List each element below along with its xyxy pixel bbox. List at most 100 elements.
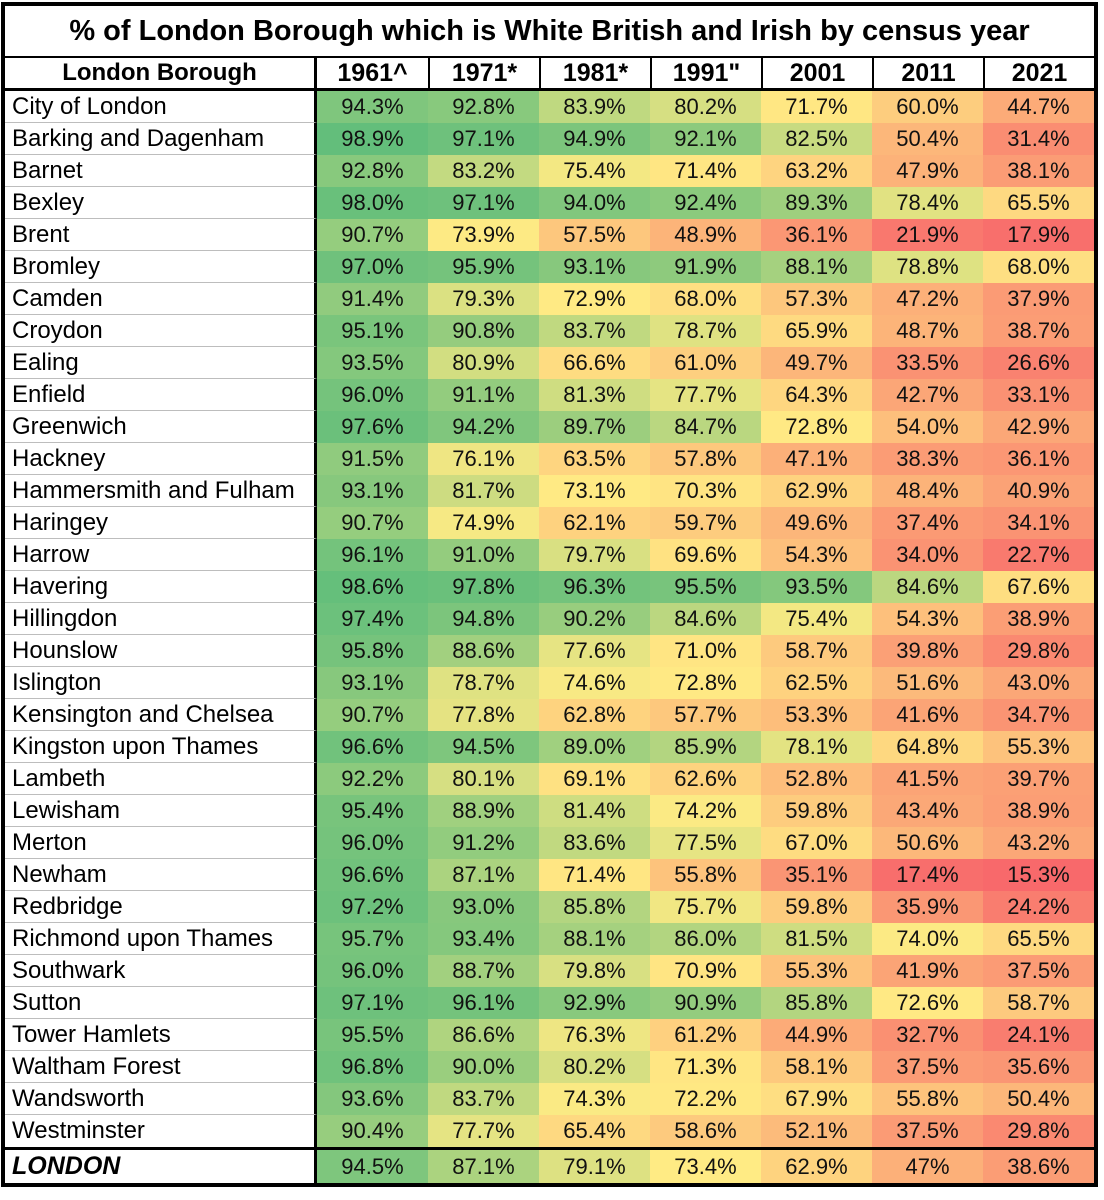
value-cell: 95.1% [317,315,428,347]
value-cell: 83.9% [539,91,650,123]
value-cell: 75.7% [650,891,761,923]
table-row: Sutton 97.1% 96.1% 92.9% 90.9% 85.8% 72.6% 58.7… [5,987,1094,1019]
table-row: Hackney 91.5% 76.1% 63.5% 57.8% 47.1% 38.3% 36.… [5,443,1094,475]
value-cell: 74.9% [428,507,539,539]
value-cell: 64.8% [872,731,983,763]
value-cell: 17.4% [872,859,983,891]
value-cell: 91.1% [428,379,539,411]
value-cell: 88.6% [428,635,539,667]
value-cell: 70.3% [650,475,761,507]
borough-name: Islington [5,667,317,699]
value-cell: 85.8% [761,987,872,1019]
value-cell: 81.7% [428,475,539,507]
value-cell: 42.7% [872,379,983,411]
value-cell: 91.4% [317,283,428,315]
value-cell: 89.3% [761,187,872,219]
value-cell: 64.3% [761,379,872,411]
value-cell: 63.2% [761,155,872,187]
value-cell: 95.5% [650,571,761,603]
table-row: Brent 90.7% 73.9% 57.5% 48.9% 36.1% 21.9% 17.9% [5,219,1094,251]
value-cell: 96.1% [317,539,428,571]
value-cell: 59.8% [761,891,872,923]
value-cell: 29.8% [983,635,1094,667]
borough-name: Merton [5,827,317,859]
value-cell: 53.3% [761,699,872,731]
value-cell: 94.2% [428,411,539,443]
value-cell: 75.4% [761,603,872,635]
borough-name: Wandsworth [5,1083,317,1115]
value-cell: 39.7% [983,763,1094,795]
value-cell: 96.6% [317,731,428,763]
value-cell: 86.6% [428,1019,539,1051]
table-row: Ealing 93.5% 80.9% 66.6% 61.0% 49.7% 33.5% 26.6… [5,347,1094,379]
value-cell: 55.8% [650,859,761,891]
value-cell: 78.1% [761,731,872,763]
value-cell: 67.0% [761,827,872,859]
borough-name: Sutton [5,987,317,1019]
value-cell: 81.3% [539,379,650,411]
value-cell: 74.6% [539,667,650,699]
value-cell: 71.3% [650,1051,761,1083]
value-cell: 74.0% [872,923,983,955]
value-cell: 79.1% [539,1150,650,1183]
value-cell: 88.7% [428,955,539,987]
value-cell: 59.8% [761,795,872,827]
page-title: % of London Borough which is White Briti… [5,6,1094,58]
value-cell: 80.1% [428,763,539,795]
value-cell: 79.3% [428,283,539,315]
value-cell: 93.1% [539,251,650,283]
value-cell: 65.4% [539,1115,650,1147]
value-cell: 92.4% [650,187,761,219]
borough-name: Bexley [5,187,317,219]
value-cell: 77.6% [539,635,650,667]
borough-name: Kingston upon Thames [5,731,317,763]
value-cell: 73.1% [539,475,650,507]
value-cell: 80.9% [428,347,539,379]
table-row: Islington 93.1% 78.7% 74.6% 72.8% 62.5% 51.6% 4… [5,667,1094,699]
value-cell: 17.9% [983,219,1094,251]
value-cell: 49.7% [761,347,872,379]
value-cell: 69.6% [650,539,761,571]
table-row: Bexley 98.0% 97.1% 94.0% 92.4% 89.3% 78.4% 65.5… [5,187,1094,219]
value-cell: 48.4% [872,475,983,507]
table-row: Hounslow 95.8% 88.6% 77.6% 71.0% 58.7% 39.8% 29… [5,635,1094,667]
value-cell: 88.1% [539,923,650,955]
value-cell: 96.8% [317,1051,428,1083]
table-row: Havering 98.6% 97.8% 96.3% 95.5% 93.5% 84.6% 67… [5,571,1094,603]
table-row: Barking and Dagenham 98.9% 97.1% 94.9% 92.1%… [5,123,1094,155]
value-cell: 44.7% [983,91,1094,123]
value-cell: 90.7% [317,507,428,539]
borough-name: Brent [5,219,317,251]
value-cell: 94.8% [428,603,539,635]
table-row: Camden 91.4% 79.3% 72.9% 68.0% 57.3% 47.2% 37.9… [5,283,1094,315]
value-cell: 97.8% [428,571,539,603]
value-cell: 80.2% [539,1051,650,1083]
value-cell: 65.5% [983,187,1094,219]
value-cell: 41.9% [872,955,983,987]
value-cell: 65.9% [761,315,872,347]
value-cell: 50.6% [872,827,983,859]
value-cell: 44.9% [761,1019,872,1051]
value-cell: 95.8% [317,635,428,667]
value-cell: 69.1% [539,763,650,795]
table-total-row: LONDON 94.5% 87.1% 79.1% 73.4% 62.9% 47% 38.6% [5,1147,1094,1183]
value-cell: 84.6% [872,571,983,603]
borough-name: Havering [5,571,317,603]
value-cell: 62.9% [761,475,872,507]
value-cell: 94.0% [539,187,650,219]
value-cell: 94.9% [539,123,650,155]
value-cell: 96.1% [428,987,539,1019]
table-row: Richmond upon Thames 95.7% 93.4% 88.1% 86.0%… [5,923,1094,955]
table-row: Lambeth 92.2% 80.1% 69.1% 62.6% 52.8% 41.5% 39.… [5,763,1094,795]
value-cell: 96.0% [317,955,428,987]
value-cell: 59.7% [650,507,761,539]
value-cell: 97.1% [428,187,539,219]
value-cell: 60.0% [872,91,983,123]
borough-name: Ealing [5,347,317,379]
value-cell: 79.7% [539,539,650,571]
value-cell: 71.4% [650,155,761,187]
value-cell: 95.5% [317,1019,428,1051]
borough-name: Westminster [5,1115,317,1147]
value-cell: 98.9% [317,123,428,155]
value-cell: 48.9% [650,219,761,251]
